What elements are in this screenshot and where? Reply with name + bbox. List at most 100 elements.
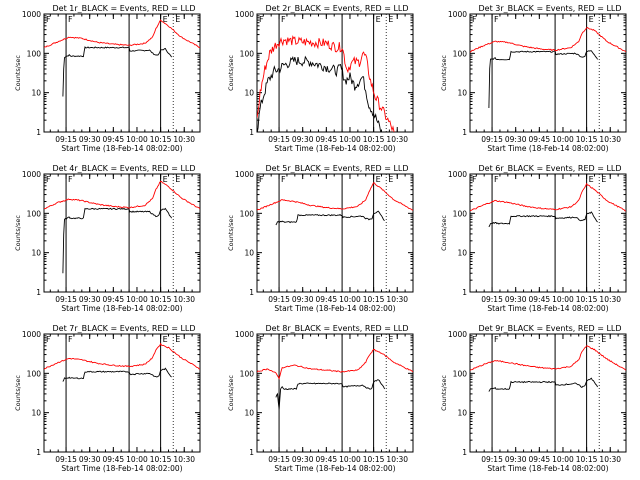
- y-tick-label: 1000: [448, 170, 467, 179]
- marker-label-e: E: [175, 175, 180, 184]
- y-tick-label: 1000: [235, 170, 254, 179]
- y-tick-label: 100: [453, 369, 468, 378]
- plot-frame: [43, 333, 201, 453]
- marker-label-f: F: [46, 15, 51, 24]
- x-tick-label: 09:30: [79, 455, 101, 464]
- series-line-lld: [257, 35, 395, 132]
- marker-label-e: E: [163, 15, 168, 24]
- y-tick-label: 1: [36, 448, 41, 457]
- y-tick-label: 1: [249, 448, 254, 457]
- x-tick-label: 10:00: [552, 455, 574, 464]
- x-tick-label: 09:30: [505, 295, 527, 304]
- y-tick-label: 10: [457, 249, 467, 258]
- chart-panel: Det 7r_BLACK = Events, RED = LLD 1 10 100 10…: [14, 324, 201, 473]
- marker-label-f: F: [281, 335, 286, 344]
- chart-panel: Det 3r_BLACK = Events, RED = LLD 1 10 100 10…: [440, 4, 627, 153]
- x-tick-label: 09:15: [268, 295, 290, 304]
- marker-label-f: F: [281, 15, 286, 24]
- x-tick-label: 09:30: [79, 295, 101, 304]
- chart-title: Det 4r_BLACK = Events, RED = LLD: [52, 164, 195, 173]
- chart-panel: Det 5r_BLACK = Events, RED = LLD 1 10 100 10…: [227, 164, 414, 313]
- x-tick-label: 09:45: [316, 295, 338, 304]
- marker-label-f: F: [259, 175, 264, 184]
- marker-label-e: E: [376, 335, 381, 344]
- x-tick-label: 09:30: [292, 135, 314, 144]
- x-tick-label: 10:00: [126, 455, 148, 464]
- chart-title: Det 2r_BLACK = Events, RED = LLD: [265, 4, 408, 13]
- marker-label-f: F: [472, 175, 477, 184]
- y-tick-label: 1: [36, 128, 41, 137]
- x-tick-label: 09:15: [481, 295, 503, 304]
- x-tick-label: 09:30: [505, 135, 527, 144]
- x-tick-label: 09:30: [79, 135, 101, 144]
- y-tick-label: 1: [462, 128, 467, 137]
- marker-label-f: F: [46, 175, 51, 184]
- x-axis-label: Start Time (18-Feb-14 08:02:00): [487, 304, 608, 313]
- x-axis-label: Start Time (18-Feb-14 08:02:00): [61, 144, 182, 153]
- x-tick-label: 10:30: [599, 455, 621, 464]
- x-tick-label: 10:15: [150, 295, 172, 304]
- y-axis-label: Counts/sec: [440, 215, 448, 251]
- chart-panel: Det 6r_BLACK = Events, RED = LLD 1 10 100 10…: [440, 164, 627, 313]
- x-tick-label: 09:30: [505, 455, 527, 464]
- chart-title: Det 5r_BLACK = Events, RED = LLD: [265, 164, 408, 173]
- x-tick-label: 10:00: [126, 295, 148, 304]
- y-tick-label: 100: [27, 49, 42, 58]
- y-tick-label: 1000: [22, 170, 41, 179]
- y-tick-label: 10: [31, 89, 41, 98]
- y-tick-label: 1: [462, 448, 467, 457]
- series-line-lld: [44, 342, 200, 370]
- chart-panel: Det 9r_BLACK = Events, RED = LLD 1 10 100 10…: [440, 324, 627, 473]
- marker-label-e: E: [601, 15, 606, 24]
- y-axis-label: Counts/sec: [227, 375, 235, 411]
- x-tick-label: 09:45: [529, 135, 551, 144]
- marker-label-f: F: [68, 15, 73, 24]
- chart-panel: Det 1r_BLACK = Events, RED = LLD 1 10 100 10…: [14, 4, 201, 153]
- marker-label-f: F: [494, 335, 499, 344]
- y-axis-label: Counts/sec: [227, 215, 235, 251]
- marker-label-f: F: [259, 15, 264, 24]
- marker-label-e: E: [376, 15, 381, 24]
- x-axis-label: Start Time (18-Feb-14 08:02:00): [487, 144, 608, 153]
- x-tick-label: 10:15: [576, 455, 598, 464]
- marker-label-e: E: [589, 335, 594, 344]
- plot-frame: [43, 13, 201, 133]
- y-tick-label: 100: [240, 209, 255, 218]
- y-tick-label: 1: [249, 128, 254, 137]
- series-line-lld: [44, 180, 200, 210]
- y-tick-label: 10: [244, 249, 254, 258]
- marker-label-f: F: [68, 175, 73, 184]
- x-tick-label: 10:00: [339, 455, 361, 464]
- y-tick-label: 10: [31, 409, 41, 418]
- series-line-lld: [470, 182, 626, 212]
- x-tick-label: 10:00: [126, 135, 148, 144]
- marker-label-e: E: [163, 335, 168, 344]
- y-tick-label: 1000: [235, 10, 254, 19]
- y-axis-label: Counts/sec: [440, 55, 448, 91]
- marker-label-e: E: [376, 175, 381, 184]
- marker-label-e: E: [589, 15, 594, 24]
- x-axis-label: Start Time (18-Feb-14 08:02:00): [487, 464, 608, 473]
- x-tick-label: 09:45: [316, 135, 338, 144]
- plot-frame: [469, 333, 627, 453]
- chart-panel: Det 8r_BLACK = Events, RED = LLD 1 10 100 10…: [227, 324, 414, 473]
- x-tick-label: 09:15: [481, 135, 503, 144]
- y-tick-label: 1: [249, 288, 254, 297]
- marker-label-e: E: [601, 175, 606, 184]
- x-tick-label: 09:30: [292, 295, 314, 304]
- marker-label-e: E: [388, 335, 393, 344]
- x-tick-label: 09:45: [316, 455, 338, 464]
- series-line-lld: [44, 19, 200, 49]
- x-axis-label: Start Time (18-Feb-14 08:02:00): [274, 144, 395, 153]
- series-line-lld: [257, 349, 413, 380]
- x-tick-label: 10:15: [150, 455, 172, 464]
- y-tick-label: 100: [240, 49, 255, 58]
- series-line-lld: [470, 26, 626, 53]
- plot-frame: [256, 333, 414, 453]
- x-tick-label: 10:15: [363, 135, 385, 144]
- x-tick-label: 09:15: [268, 455, 290, 464]
- x-tick-label: 10:30: [173, 455, 195, 464]
- marker-label-e: E: [388, 15, 393, 24]
- chart-title: Det 6r_BLACK = Events, RED = LLD: [478, 164, 621, 173]
